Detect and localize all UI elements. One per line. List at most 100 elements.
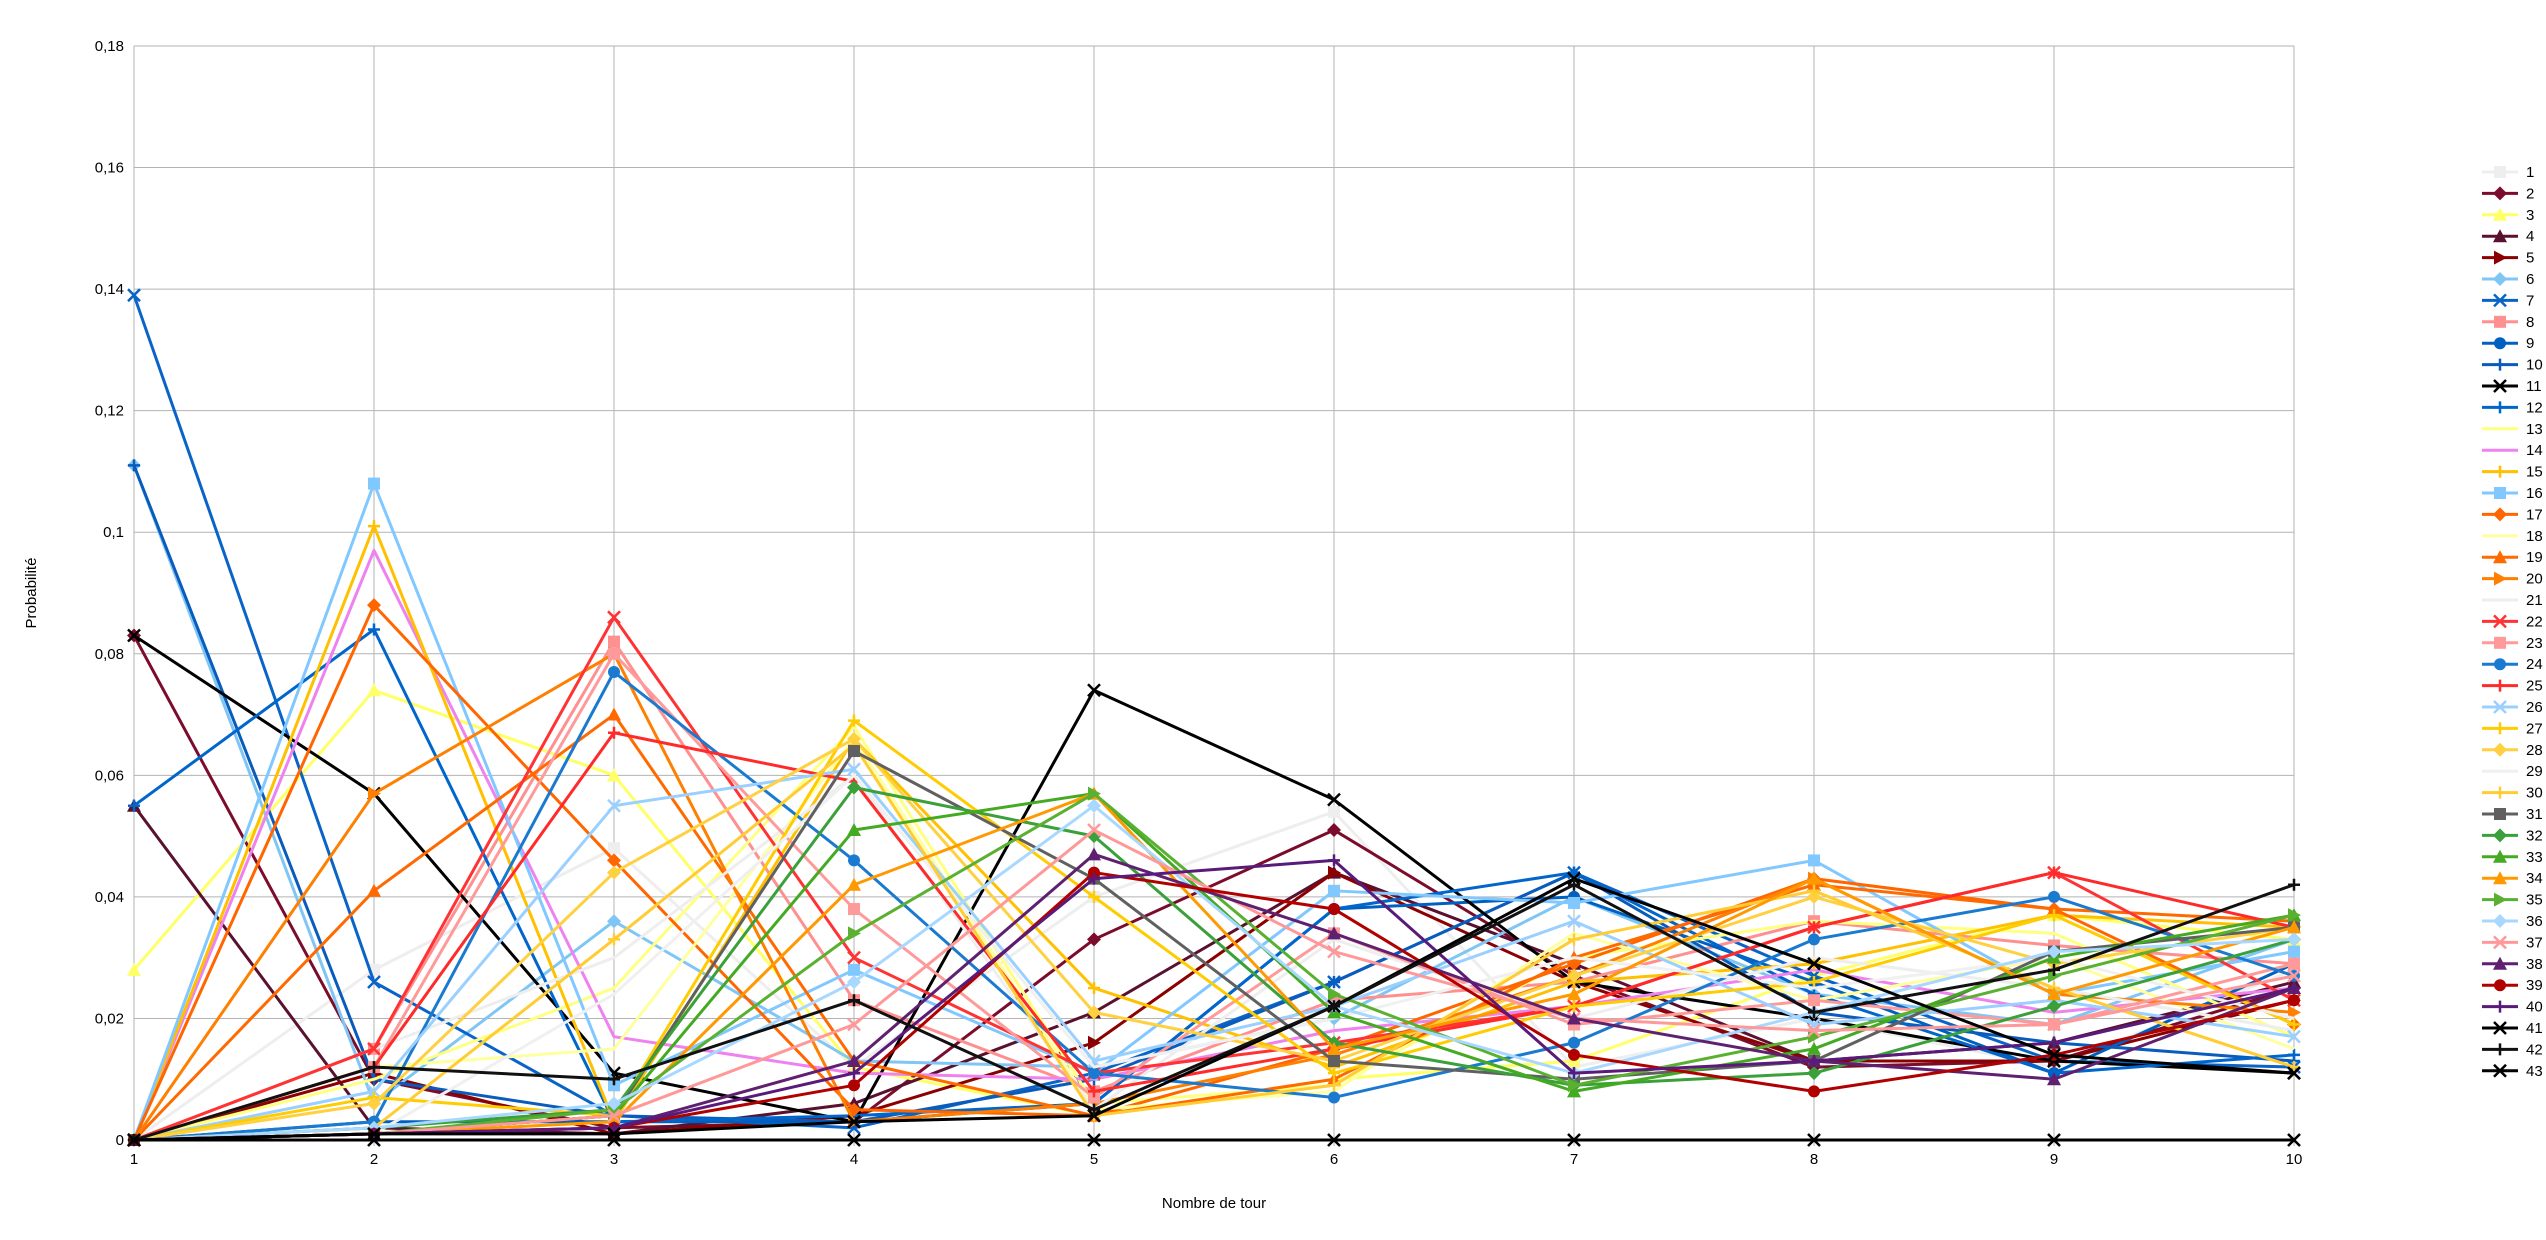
- legend-label: 10: [2526, 357, 2543, 374]
- data-point: [1328, 903, 1340, 916]
- data-point: [367, 883, 381, 897]
- data-point: [1568, 933, 1580, 946]
- series-41: [127, 871, 2301, 1147]
- legend-label: 40: [2526, 999, 2543, 1016]
- legend-item: 42: [2482, 1041, 2543, 1058]
- legend-label: 18: [2526, 528, 2543, 545]
- series-line-25: [133, 731, 2295, 1142]
- legend-marker: [2494, 315, 2506, 328]
- y-tick-label: 0,12: [95, 403, 124, 420]
- legend-label: 22: [2526, 613, 2543, 630]
- legend-item: 25: [2482, 678, 2543, 695]
- legend-label: 30: [2526, 785, 2543, 802]
- legend: 1234567891011121314151617181920212223242…: [2482, 164, 2543, 1080]
- data-point: [607, 914, 621, 929]
- series-line-5: [133, 871, 2295, 1142]
- data-point: [1087, 1005, 1101, 1020]
- legend-item: 16: [2482, 485, 2543, 502]
- data-point: [1087, 847, 1101, 861]
- data-point: [1328, 854, 1340, 867]
- x-tick-label: 6: [1330, 1151, 1338, 1168]
- data-point: [607, 768, 621, 782]
- legend-label: 8: [2526, 314, 2534, 331]
- series-line-27: [133, 719, 2295, 1142]
- legend-marker: [2494, 401, 2506, 414]
- data-point: [847, 1053, 861, 1067]
- legend-label: 36: [2526, 913, 2543, 930]
- legend-item: 38: [2482, 956, 2543, 973]
- data-point: [1327, 1041, 1341, 1055]
- legend-marker: [2494, 722, 2506, 735]
- data-point: [2288, 908, 2301, 923]
- legend-item: 22: [2482, 613, 2543, 630]
- data-point: [848, 745, 860, 758]
- data-point: [1807, 1017, 1821, 1032]
- data-point: [1087, 932, 1101, 947]
- legend-label: 14: [2526, 442, 2543, 459]
- legend-marker: [2493, 229, 2507, 243]
- series-line-24: [133, 670, 2295, 1142]
- data-point: [608, 726, 620, 739]
- x-tick-label: 2: [370, 1151, 378, 1168]
- data-point: [2288, 1048, 2300, 1061]
- data-point: [1328, 1067, 1340, 1080]
- series-layer: [127, 288, 2301, 1147]
- legend-marker: [2494, 679, 2506, 692]
- series-line-1: [133, 810, 2295, 1142]
- data-point: [608, 1079, 620, 1092]
- data-point: [2048, 968, 2061, 983]
- series-43: [127, 1133, 2301, 1147]
- data-point: [367, 683, 381, 697]
- data-point: [847, 877, 861, 891]
- data-point: [1327, 823, 1341, 838]
- legend-item: 20: [2482, 571, 2543, 588]
- series-line-19: [132, 713, 2295, 1142]
- data-point: [847, 1133, 861, 1147]
- data-point: [848, 926, 861, 941]
- legend-marker: [2494, 166, 2506, 178]
- series-line-30: [133, 743, 2295, 1142]
- legend-item: 12: [2482, 399, 2543, 416]
- data-point: [367, 1127, 381, 1141]
- legend-item: 29: [2482, 763, 2543, 780]
- axes: Nombre de tour Probabilité 0 0,02 0,04 0,06…: [23, 38, 2302, 1212]
- legend-item: 13: [2482, 421, 2543, 438]
- data-point: [368, 520, 380, 533]
- data-point: [848, 1067, 860, 1080]
- data-point: [127, 288, 141, 303]
- legend-marker: [2494, 786, 2506, 799]
- legend-item: 2: [2482, 185, 2534, 202]
- data-point: [2047, 987, 2061, 1001]
- legend-label: 34: [2526, 870, 2543, 887]
- data-point: [1087, 798, 1101, 813]
- legend-item: 5: [2482, 250, 2534, 267]
- series-line-16: [132, 482, 2295, 1141]
- legend-item: 21: [2482, 592, 2543, 609]
- data-point: [607, 707, 621, 721]
- legend-item: 11: [2482, 378, 2542, 395]
- legend-item: 28: [2482, 742, 2543, 759]
- legend-marker: [2493, 550, 2507, 564]
- x-tick-label: 7: [1570, 1151, 1578, 1168]
- data-point: [1087, 1108, 1101, 1123]
- data-point: [1808, 933, 1820, 946]
- y-tick-label: 0,16: [95, 160, 124, 177]
- legend-item: 3: [2482, 207, 2534, 224]
- data-point: [1567, 987, 1581, 1001]
- series-line-40: [133, 858, 2295, 1142]
- legend-label: 13: [2526, 421, 2543, 438]
- legend-item: 18: [2482, 528, 2543, 545]
- series-line-42: [133, 883, 2295, 1142]
- legend-label: 24: [2526, 656, 2543, 673]
- legend-marker: [2494, 487, 2506, 499]
- data-point: [1088, 1085, 1100, 1098]
- data-point: [367, 1096, 381, 1111]
- data-point: [128, 459, 140, 472]
- data-point: [1328, 1091, 1340, 1104]
- legend-item: 32: [2482, 827, 2543, 844]
- data-point: [1808, 975, 1820, 988]
- legend-label: 41: [2526, 1020, 2543, 1037]
- legend-item: 37: [2482, 934, 2543, 951]
- data-point: [367, 975, 381, 989]
- data-point: [1088, 1091, 1100, 1104]
